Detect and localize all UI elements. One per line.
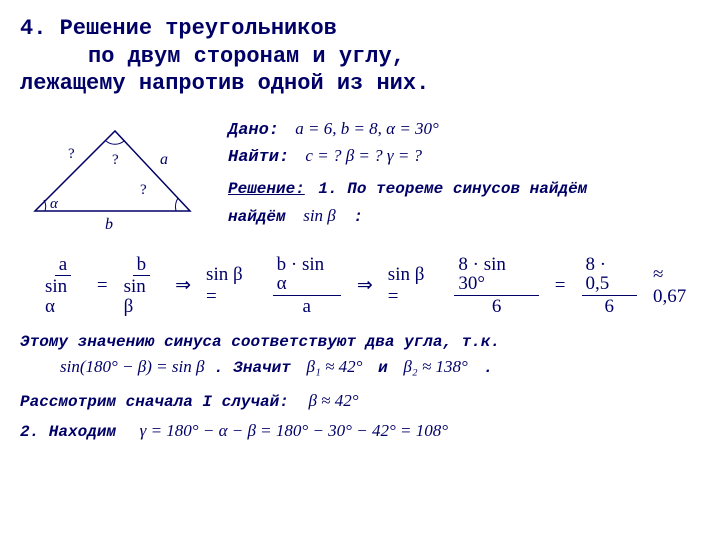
title-line3: лежащему напротив одной из них. <box>20 70 700 98</box>
f3d: a <box>303 296 311 317</box>
f5d: 6 <box>604 296 614 317</box>
lhs3: sin β = <box>388 264 439 308</box>
f4n: 8 · sin 30° <box>454 255 538 297</box>
triangle-shape <box>35 131 190 211</box>
step2-line: 2. Находим γ = 180° − α − β = 180° − 30°… <box>20 421 700 441</box>
title-line2: по двум сторонам и углу, <box>20 43 700 71</box>
beta2: β₂ ≈ 138° <box>403 357 468 376</box>
alpha-label: α <box>50 196 59 212</box>
solution-header: Решение: <box>228 180 305 198</box>
arr2: ⇒ <box>357 274 372 297</box>
frac2: b sin β <box>124 255 160 318</box>
approx: ≈ 0,67 <box>653 264 700 308</box>
given-header: Дано: <box>228 121 279 140</box>
frac3: b · sin α a <box>273 255 341 318</box>
eq1: = <box>97 275 108 297</box>
f4d: 6 <box>492 296 502 317</box>
sin-identity: sin(180° − β) = sin β <box>60 357 204 376</box>
f5n: 8 · 0,5 <box>582 255 637 297</box>
given-line: Дано: a = 6, b = 8, α = 30° <box>228 116 700 144</box>
frac5: 8 · 0,5 6 <box>582 255 637 318</box>
title: 4. Решение треугольников по двум сторона… <box>20 15 700 98</box>
q-mark-3: ? <box>140 182 147 198</box>
angle-top-arc <box>106 141 124 144</box>
case1-val: β ≈ 42° <box>308 391 358 410</box>
solution-line2: найдём sin β : <box>228 203 700 229</box>
step1-text: 1. По теореме синусов найдём <box>318 180 587 198</box>
f1d: sin α <box>45 276 81 317</box>
q-mark-1: ? <box>68 146 75 162</box>
eq2: = <box>555 275 566 297</box>
lhs2: sin β = <box>206 264 257 308</box>
step2-val: γ = 180° − α − β = 180° − 30° − 42° = 10… <box>140 421 448 440</box>
t2b: . Значит <box>214 359 291 377</box>
find-items: c = ? β = ? γ = ? <box>305 146 422 165</box>
dot: . <box>483 359 493 377</box>
find-label: найдём <box>228 208 286 226</box>
side-a-label: a <box>160 151 168 168</box>
given-items: a = 6, b = 8, α = 30° <box>295 119 439 138</box>
f2d: sin β <box>124 276 160 317</box>
title-line1: 4. Решение треугольников <box>20 15 700 43</box>
colon: : <box>353 208 363 226</box>
q-mark-2: ? <box>112 152 119 168</box>
text2-line2: sin(180° − β) = sin β . Значит β₁ ≈ 42° … <box>20 357 700 377</box>
f1n: a <box>55 255 71 277</box>
solution-line: Решение: 1. По теореме синусов найдём <box>228 177 700 201</box>
arr1: ⇒ <box>175 274 190 297</box>
equation-row: a sin α = b sin β ⇒ sin β = b · sin α a … <box>45 255 700 318</box>
beta1: β₁ ≈ 42° <box>306 357 362 376</box>
side-b-label: b <box>105 216 113 233</box>
text2-line1: Этому значению синуса соответствуют два … <box>20 333 700 351</box>
angle-right-arc <box>175 198 178 211</box>
f2n: b <box>133 255 151 277</box>
sinbeta: sin β <box>303 206 336 225</box>
case1-line: Рассмотрим сначала I случай: β ≈ 42° <box>20 391 700 411</box>
find-header: Найти: <box>228 148 289 167</box>
case1-text: Рассмотрим сначала I случай: <box>20 393 289 411</box>
angle-alpha-arc <box>44 200 46 211</box>
mid-section: α a b ? ? ? Дано: a = 6, b = 8, α = 30° … <box>20 116 700 241</box>
frac1: a sin α <box>45 255 81 318</box>
triangle-figure: α a b ? ? ? <box>20 116 210 241</box>
and: и <box>378 359 388 377</box>
frac4: 8 · sin 30° 6 <box>454 255 538 318</box>
step2-text: 2. Находим <box>20 423 116 441</box>
find-line: Найти: c = ? β = ? γ = ? <box>228 143 700 171</box>
f3n: b · sin α <box>273 255 341 297</box>
givens-block: Дано: a = 6, b = 8, α = 30° Найти: c = ?… <box>228 116 700 229</box>
